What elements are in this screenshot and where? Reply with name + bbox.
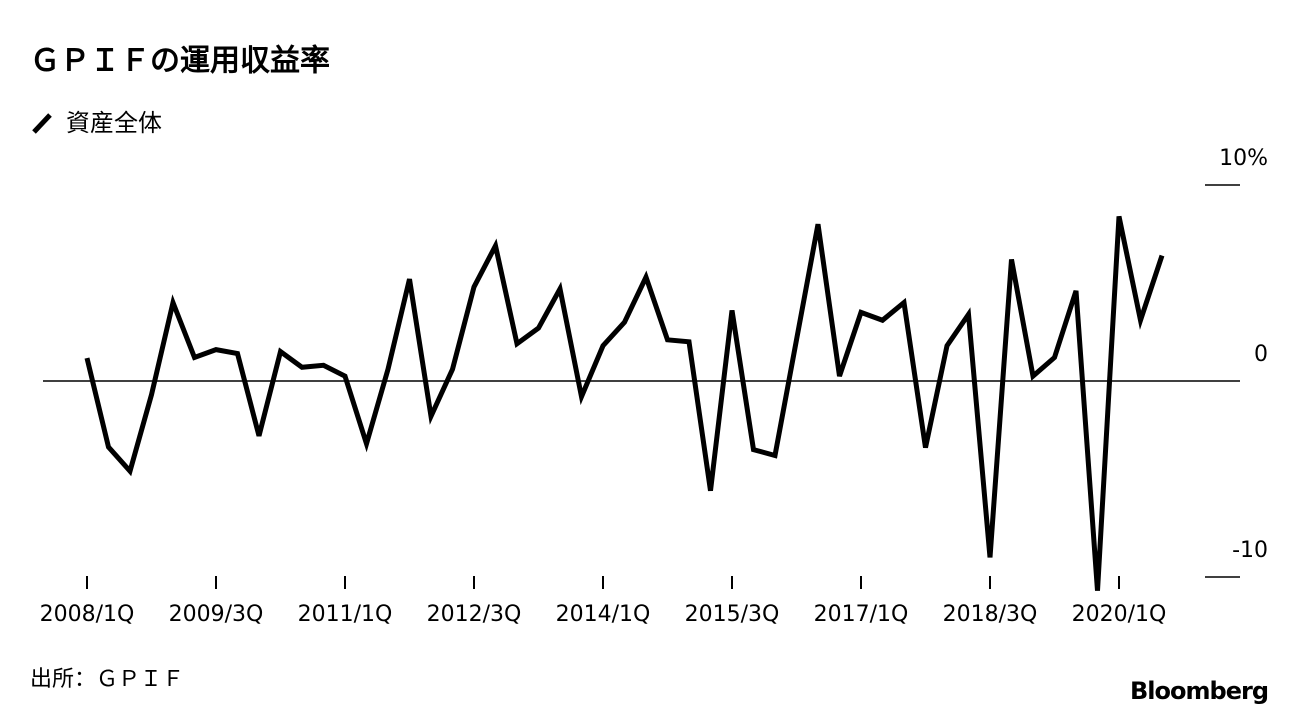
x-tick-label: 2020/1Q: [1072, 602, 1167, 627]
x-tick-label: 2008/1Q: [40, 602, 135, 627]
legend-icon: [32, 113, 52, 134]
x-tick-label: 2017/1Q: [814, 602, 909, 627]
x-tick-label: 2011/1Q: [298, 602, 393, 627]
x-tick-label: 2009/3Q: [169, 602, 264, 627]
source: 出所：ＧＰＩＦ: [30, 667, 184, 692]
x-tick-label: 2012/3Q: [427, 602, 522, 627]
y-tick-label: 10%: [1219, 146, 1268, 171]
x-tick-label: 2018/3Q: [943, 602, 1038, 627]
x-tick-label: 2014/1Q: [556, 602, 651, 627]
legend-label: 資産全体: [66, 109, 162, 137]
x-tick-label: 2015/3Q: [685, 602, 780, 627]
y-tick-label: -10: [1232, 538, 1268, 563]
chart-title: ＧＰＩＦの運用収益率: [30, 44, 330, 79]
brand-logo: Bloomberg: [1130, 677, 1268, 705]
y-tick-label: 0: [1254, 342, 1268, 367]
data-line: [84, 215, 1165, 591]
